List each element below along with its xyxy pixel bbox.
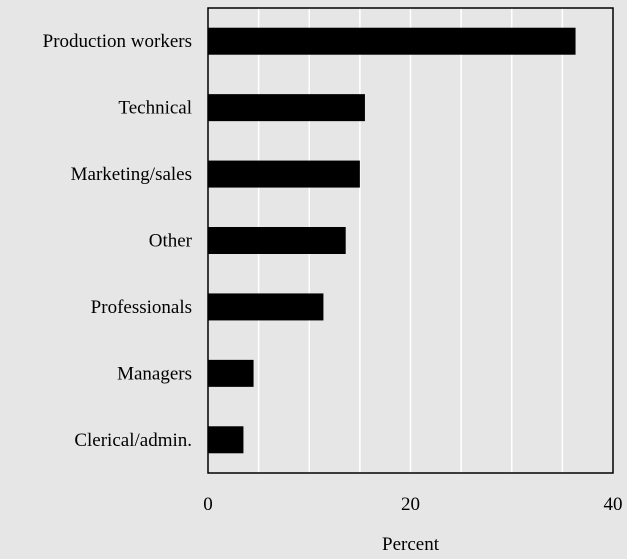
category-label: Professionals [91,297,192,318]
x-axis-title: Percent [382,534,440,555]
category-label: Marketing/sales [71,164,192,185]
bar [208,94,365,122]
category-label: Other [149,231,193,252]
plot-frame [207,7,614,474]
x-tick-label: 40 [604,494,623,515]
bar [208,227,346,254]
bar [208,27,576,55]
category-labels: Production workers Technical Marketing/sal… [43,31,193,451]
x-tick-labels: 0 20 40 [203,494,622,515]
grid-lines [257,8,564,473]
category-label: Managers [117,363,192,384]
bar [208,293,324,321]
category-label: Clerical/admin. [74,430,192,451]
bar [208,426,244,454]
bars [208,27,576,454]
bar [208,160,360,188]
x-tick-label: 20 [401,494,420,515]
category-label: Production workers [43,31,192,52]
category-label: Technical [118,98,192,119]
bar [208,359,254,387]
x-tick-label: 0 [203,494,213,515]
